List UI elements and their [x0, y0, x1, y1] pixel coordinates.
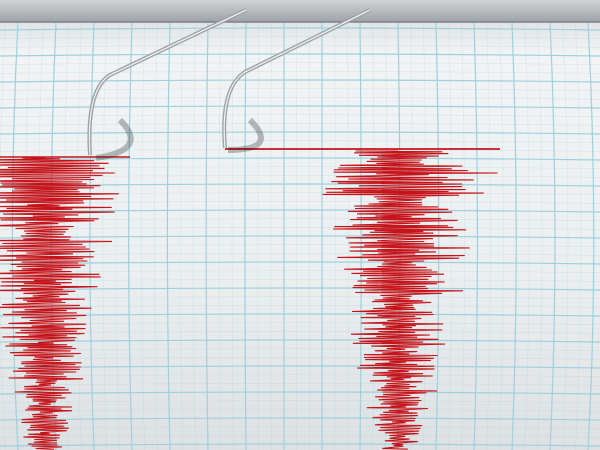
- grid-line-h-minor: [0, 97, 600, 100]
- grid-line-v-minor: [448, 21, 452, 450]
- grid-line-h-minor: [0, 36, 600, 39]
- seismic-trace-right: [322, 150, 498, 450]
- grid-line-v-minor: [154, 21, 158, 450]
- grid-line-v: [473, 21, 479, 450]
- grid-line-h: [0, 131, 600, 135]
- grid-line-h-minor: [0, 123, 600, 126]
- grid-line-h-minor: [0, 71, 600, 74]
- grid-line-h: [0, 53, 600, 57]
- grid-line-v-minor: [537, 21, 543, 450]
- grid-line-h-minor: [0, 383, 600, 386]
- grid-line-v: [587, 21, 595, 450]
- grid-line-v: [511, 21, 517, 450]
- grid-line-v-minor: [0, 21, 6, 450]
- grid-line-v-minor: [76, 21, 82, 450]
- grid-line-h-minor: [0, 426, 600, 429]
- grid-line-v-minor: [193, 21, 196, 450]
- grid-line-v: [205, 21, 209, 450]
- grid-line-v-minor: [180, 21, 183, 450]
- grid-line-v: [11, 21, 19, 450]
- grid-line-v-minor: [562, 21, 569, 450]
- grid-line-h-minor: [0, 62, 600, 65]
- grid-line-h-minor: [0, 400, 600, 403]
- grid-line-v-minor: [218, 21, 221, 450]
- grid-line-h-minor: [0, 409, 600, 412]
- grid-line-h-minor: [0, 88, 600, 91]
- seismic-traces: [0, 148, 500, 450]
- needle-right: [222, 8, 371, 153]
- grid-line-h: [0, 79, 600, 83]
- seismic-trace-left: [0, 157, 119, 450]
- graph-grid: [0, 21, 600, 450]
- grid-line-h-minor: [0, 140, 600, 143]
- grid-line-v: [128, 21, 133, 450]
- grid-line-h-minor: [0, 357, 600, 360]
- grid-line-h-minor: [0, 114, 600, 117]
- grid-line-v-minor: [257, 21, 259, 450]
- grid-line-v-minor: [334, 21, 336, 450]
- grid-line-h-minor: [0, 374, 600, 377]
- grid-line-v: [435, 21, 440, 450]
- grid-line-v-minor: [115, 21, 120, 450]
- top-rail: [0, 0, 600, 22]
- grid-line-v-minor: [486, 21, 491, 450]
- grid-line-h: [0, 443, 600, 447]
- grid-line-v-minor: [141, 21, 145, 450]
- grid-line-h-minor: [0, 348, 600, 351]
- grid-line-h: [0, 27, 600, 31]
- grid-line-h: [0, 391, 600, 395]
- grid-line-v: [244, 21, 247, 450]
- grid-line-v: [549, 21, 556, 450]
- grid-line-v-minor: [524, 21, 530, 450]
- needle-left: [87, 8, 247, 161]
- grid-line-h-minor: [0, 435, 600, 438]
- grid-line-v-minor: [25, 21, 31, 450]
- grid-line-v-minor: [270, 21, 272, 450]
- grid-line-h: [0, 417, 600, 421]
- grid-line-v-minor: [231, 21, 234, 450]
- grid-line-v: [166, 21, 171, 450]
- grid-line-h: [0, 365, 600, 369]
- grid-line-h: [0, 339, 600, 343]
- grid-line-v: [89, 21, 95, 450]
- grid-line-v-minor: [461, 21, 465, 450]
- grid-line-h: [0, 105, 600, 109]
- grid-line-v-minor: [575, 21, 582, 450]
- grid-line-v-minor: [499, 21, 504, 450]
